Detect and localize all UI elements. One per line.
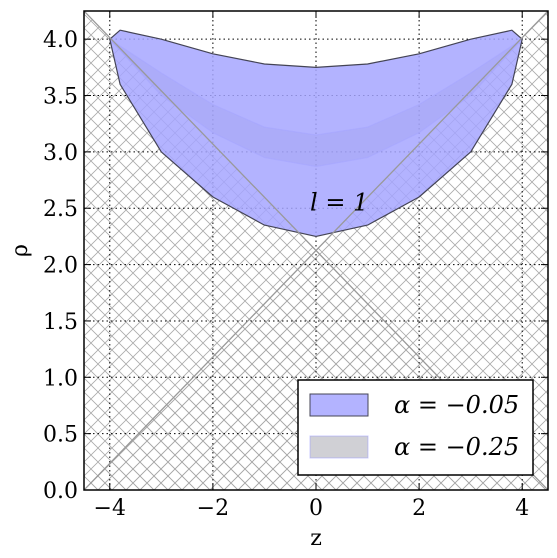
legend: α = −0.05 α = −0.25 [297,379,534,476]
x-tick-label: −4 [94,496,126,521]
boundary-line-1 [84,11,548,490]
y-tick-label: 4.0 [43,28,78,53]
legend-swatch-alpha-025 [309,435,369,459]
y-tick-label: 0.5 [43,423,78,448]
plot-area: −4 −2 0 2 4 0.0 0.5 1.0 1.5 2.0 2.5 3.0 3.5 4.0 [43,10,549,521]
x-tick-label: 0 [309,496,323,521]
legend-label-alpha-005: α = −0.05 [394,391,519,419]
y-tick-label: 1.5 [43,310,78,335]
y-tick-label: 0.0 [43,479,78,504]
x-tick-label: 4 [515,496,529,521]
ticks: −4 −2 0 2 4 0.0 0.5 1.0 1.5 2.0 2.5 3.0 3.5 4.0 [43,11,548,521]
series-band-alpha-005 [109,29,523,237]
x-tick-label: −2 [197,496,229,521]
y-tick-label: 1.0 [43,366,78,391]
y-tick-label: 2.5 [43,197,78,222]
x-axis-label: z [310,526,322,551]
y-axis-label: ρ [8,244,33,257]
x-tick-label: 2 [412,496,426,521]
legend-swatch-alpha-005 [309,393,369,417]
legend-label-alpha-025: α = −0.25 [394,433,519,461]
y-tick-label: 2.0 [43,254,78,279]
annotation-l: l = 1 [310,189,368,217]
series-layer [109,29,523,237]
y-tick-label: 3.5 [43,85,78,110]
y-tick-label: 3.0 [43,141,78,166]
